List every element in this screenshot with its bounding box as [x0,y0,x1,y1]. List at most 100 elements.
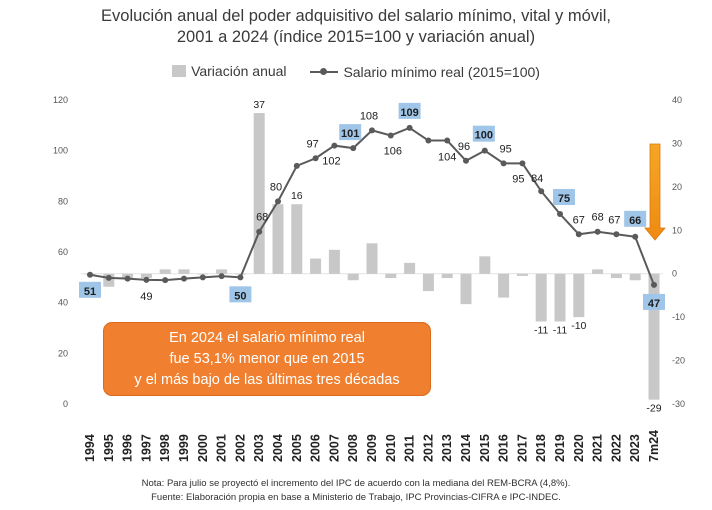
x-tick-label-2007: 2007 [327,434,341,462]
x-tick-label-2023: 2023 [628,434,642,462]
line-label-2019: 75 [558,193,570,205]
label-box-2008 [339,124,362,141]
bar-label-2018: -11 [534,324,549,336]
bar-2011 [404,262,416,274]
point-2005 [293,162,300,169]
x-tick-label-2014: 2014 [459,434,473,462]
point-2020 [575,231,582,238]
y-left-tick-label: 20 [58,348,68,358]
bar-2001 [216,269,228,274]
bar-label-2005: 16 [291,190,303,202]
bar-2003 [253,113,265,274]
bar-1999 [178,269,190,274]
y-right-tick-label: 30 [672,138,682,148]
bar-2014 [460,273,472,305]
point-1995 [105,274,112,281]
bar-7m24 [648,273,660,400]
line-label-2015: 100 [475,130,493,142]
line-label-2014: 96 [458,141,470,153]
x-tick-label-2017: 2017 [515,434,529,462]
title-line-2: 2001 a 2024 (índice 2015=100 y variación… [176,28,536,46]
x-tick-label-2005: 2005 [290,434,304,462]
bar-2010 [385,273,397,279]
bar-1998 [159,269,171,274]
point-1999 [181,275,187,282]
x-tick-label-2001: 2001 [215,434,229,462]
point-1994 [87,271,93,278]
bar-label-7m24: -29 [646,403,661,415]
y-left-tick-label: 80 [58,196,68,206]
x-tick-label-2013: 2013 [440,434,454,462]
y-left-tick-label: 120 [53,95,68,105]
line-label-2002: 50 [234,290,246,302]
callout-line-2: fue 53,1% menor que en 2015 [169,350,365,367]
x-tick-label-2004: 2004 [271,434,285,462]
bar-2013 [441,273,453,279]
y-right-tick-label: -30 [672,399,685,409]
legend-item-bars: Variación anual [172,63,287,79]
point-2003 [256,228,263,235]
bar-2019 [554,273,566,322]
bar-2023 [629,273,641,281]
y-right-tick-label: 40 [672,95,682,105]
point-2002 [237,274,244,281]
x-tick-label-1999: 1999 [177,434,191,462]
point-2021 [594,228,601,235]
label-box-2002 [229,286,252,303]
point-2009 [369,127,375,134]
label-box-2015 [472,125,495,142]
callout-line-1: En 2024 el salario mínimo real [169,329,365,346]
legend-line-label: Salario mínimo real (2015=100) [343,64,540,80]
x-tick-label-2003: 2003 [252,434,266,462]
x-tick-label-2018: 2018 [534,434,548,462]
label-box-1994 [79,281,101,298]
y-right-tick-label: 20 [672,182,682,192]
title-line-1: Evolución anual del poder adquisitivo de… [101,7,611,25]
x-tick-label-2011: 2011 [403,435,417,462]
x-tick-label-2022: 2022 [609,434,623,462]
line-label-2004: 80 [270,181,282,193]
down-arrow-icon [644,143,666,241]
line-label-2011: 109 [400,107,418,119]
line-label-2021: 68 [591,212,603,224]
bar-2021 [592,269,604,274]
x-tick-label-2010: 2010 [384,434,398,462]
legend: Variación anual Salario mínimo real (201… [0,63,712,80]
line-label-2020: 67 [573,214,585,226]
bar-2006 [310,258,322,274]
y-right-tick-label: 10 [672,225,682,235]
point-2010 [387,132,394,139]
chart-plot: 0 20 40 60 80 100 120 -30 -20 -10 0 10 20 30 40 37 16 -… [53,95,685,462]
x-tick-label-1994: 1994 [83,434,97,462]
label-box-2023 [624,210,647,227]
point-2023 [632,233,639,240]
point-2000 [199,274,206,281]
point-2017 [519,160,526,167]
x-tick-label-1998: 1998 [158,434,172,462]
point-1996 [124,275,131,282]
point-2019 [557,211,563,217]
bar-2016 [498,273,510,298]
line-label-2003: 68 [256,212,268,224]
x-tick-label-2008: 2008 [346,434,360,462]
bar-label-2019: -11 [553,324,568,336]
footnote-source: Fuente: Elaboración propia en base a Min… [151,492,561,503]
y-right-tick-label: -20 [672,356,685,366]
line-label-2023: 66 [629,215,641,227]
bar-2007 [328,249,340,274]
bar-label-2003: 37 [253,99,265,111]
line-label-7m24: 47 [648,298,660,310]
legend-item-line: Salario mínimo real (2015=100) [310,64,540,80]
point-2011 [406,124,413,131]
x-tick-label-1997: 1997 [139,434,153,462]
x-tick-label-2000: 2000 [196,434,210,462]
bar-2020 [573,273,585,318]
bar-2005 [291,204,303,274]
line-label-1997: 49 [140,291,152,303]
bar-2008 [347,273,359,281]
point-2015 [481,147,488,154]
bar-2017 [516,273,528,276]
y-left-tick-label: 0 [63,399,68,409]
legend-bar-swatch [172,65,187,77]
bar-2022 [610,273,622,279]
